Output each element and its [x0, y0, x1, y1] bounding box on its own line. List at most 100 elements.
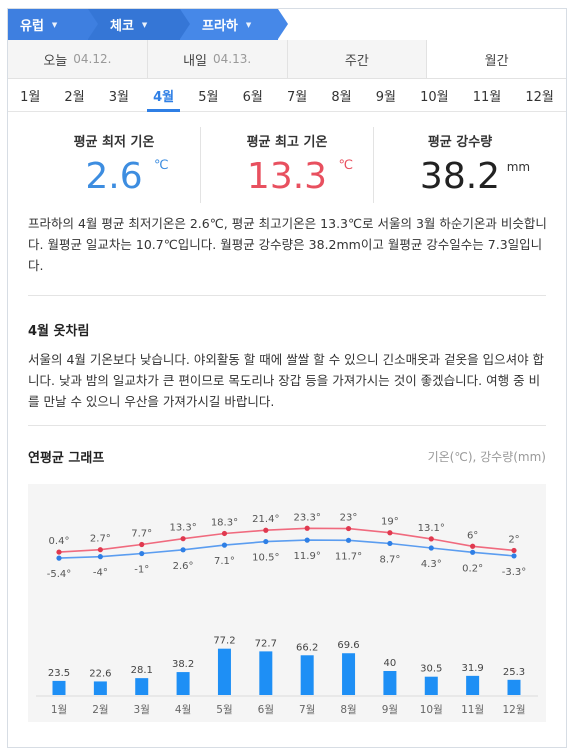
stat-rain-unit: mm: [506, 160, 531, 174]
max-temp-label: 23.3°: [294, 512, 321, 523]
min-temp-point: [56, 555, 62, 561]
rainfall-bar: [383, 671, 397, 695]
rainfall-label: 23.5: [48, 668, 70, 679]
max-temp-label: 7.7°: [131, 528, 152, 539]
rainfall-label: 22.6: [89, 668, 111, 679]
rainfall-bar: [424, 676, 438, 695]
annual-chart: 0.4° 2.7° 7.7° 13.3° 18.3° 21.4° 23.3° 23° 19° 13…: [28, 484, 546, 722]
tab-today[interactable]: 오늘 04.12.: [8, 40, 148, 78]
x-tick-label: 3월: [134, 704, 150, 716]
month-selector: 1월 2월 3월 4월 5월 6월 7월 8월 9월 10월 11월 12월: [8, 79, 566, 112]
x-tick-label: 5월: [216, 704, 232, 716]
month-tab[interactable]: 11월: [472, 89, 502, 105]
min-temp-point: [304, 537, 310, 543]
x-tick-label: 1월: [51, 704, 67, 716]
tab-monthly[interactable]: 월간: [427, 40, 566, 78]
weather-panel: 유럽 ▼ 체코 ▼ 프라하 ▼ 오늘 04.12. 내일 04.13. 주간 월…: [7, 8, 567, 748]
month-tab[interactable]: 5월: [198, 89, 219, 105]
min-temp-label: 0.2°: [462, 563, 483, 574]
month-tab[interactable]: 6월: [242, 89, 263, 105]
breadcrumb-country[interactable]: 체코 ▼: [88, 9, 190, 40]
divider: [28, 425, 546, 426]
max-temp-point: [428, 536, 434, 542]
max-temp-point: [304, 525, 310, 531]
min-temp-point: [511, 553, 517, 559]
min-temp-label: 11.7°: [335, 551, 362, 562]
month-tab[interactable]: 8월: [331, 89, 352, 105]
rainfall-bar: [507, 679, 521, 695]
stat-min-unit: ℃: [154, 158, 169, 173]
month-tab[interactable]: 2월: [64, 89, 85, 105]
min-temp-line: [58, 539, 515, 559]
graph-title: 연평균 그래프: [28, 451, 105, 466]
x-tick-label: 6월: [258, 704, 274, 716]
month-tab[interactable]: 7월: [287, 89, 308, 105]
x-tick-label: 10월: [420, 704, 443, 716]
rainfall-bar: [300, 655, 314, 695]
stat-min-number: 2.6: [85, 156, 143, 197]
breadcrumb-city[interactable]: 프라하 ▼: [180, 9, 288, 40]
max-temp-label: 21.4°: [252, 514, 279, 525]
caret-down-icon: ▼: [245, 20, 252, 29]
min-temp-point: [263, 538, 269, 545]
max-temp-line: [58, 527, 515, 553]
max-temp-label: 2.7°: [90, 534, 111, 545]
min-temp-point: [387, 540, 393, 547]
tab-tomorrow-label: 내일: [183, 53, 207, 69]
rainfall-label: 25.3: [503, 667, 525, 678]
min-temp-label: -4°: [93, 568, 108, 579]
monthly-summary: 프라하의 4월 평균 최저기온은 2.6℃, 평균 최고기온은 13.3℃로 서…: [28, 216, 547, 273]
rainfall-bar: [93, 681, 107, 695]
breadcrumb: 유럽 ▼ 체코 ▼ 프라하 ▼: [8, 9, 288, 40]
month-tab[interactable]: 9월: [375, 89, 396, 105]
month-tab[interactable]: 10월: [420, 89, 449, 105]
x-tick-label: 9월: [382, 704, 398, 716]
stat-rain-value: 38.2 mm: [420, 156, 530, 197]
max-temp-label: 2°: [508, 534, 519, 545]
tab-tomorrow-date: 04.13.: [213, 52, 252, 66]
max-temp-point: [345, 525, 352, 532]
month-tab[interactable]: 12월: [525, 89, 554, 105]
rainfall-bar: [217, 648, 231, 695]
max-temp-label: 13.3°: [169, 523, 196, 534]
stat-rainfall: 평균 강수량 38.2 mm: [374, 127, 546, 203]
x-tick-label: 2월: [92, 704, 108, 716]
month-tab[interactable]: 1월: [20, 89, 41, 105]
annual-chart-svg: 0.4° 2.7° 7.7° 13.3° 18.3° 21.4° 23.3° 23° 19° 13…: [36, 512, 538, 716]
rainfall-label: 77.2: [213, 636, 235, 647]
max-temp-label: 23°: [340, 513, 358, 524]
tab-today-label: 오늘: [43, 53, 68, 69]
breadcrumb-continent[interactable]: 유럽 ▼: [8, 9, 98, 40]
min-temp-point: [470, 549, 476, 555]
rainfall-label: 30.5: [420, 664, 442, 675]
rainfall-bar: [466, 675, 480, 695]
stat-max-value: 13.3 ℃: [247, 156, 353, 197]
min-temp-point: [221, 542, 228, 548]
max-temp-label: 19°: [381, 517, 399, 528]
min-temp-point: [180, 547, 186, 553]
clothing-text: 서울의 4월 기온보다 낮습니다. 야외활동 할 때에 쌀쌀 할 수 있으니 긴…: [28, 352, 545, 409]
stat-min-value: 2.6 ℃: [85, 156, 168, 197]
month-tab[interactable]: 3월: [108, 89, 130, 105]
min-temp-point: [428, 545, 434, 551]
x-tick-label: 11월: [461, 704, 484, 716]
tab-weekly[interactable]: 주간: [287, 40, 428, 78]
x-tick-label: 8월: [340, 704, 356, 716]
breadcrumb-country-label: 체코: [110, 19, 134, 34]
max-temp-label: 18.3°: [211, 517, 238, 528]
rainfall-label: 28.1: [131, 665, 153, 676]
max-temp-label: 6°: [467, 530, 478, 541]
max-temp-point: [387, 530, 393, 536]
month-tab-active[interactable]: 4월: [145, 79, 182, 112]
rainfall-label: 40: [384, 658, 397, 669]
divider: [28, 295, 546, 296]
rainfall-label: 69.6: [337, 640, 359, 651]
rainfall-bar: [135, 678, 149, 695]
rainfall-bar: [52, 680, 66, 695]
rainfall-label: 66.2: [296, 642, 318, 653]
tab-weekly-label: 주간: [344, 53, 369, 69]
min-temp-label: -1°: [134, 565, 149, 576]
rainfall-label: 31.9: [462, 663, 484, 674]
tab-tomorrow[interactable]: 내일 04.13.: [147, 40, 288, 78]
rainfall-label: 38.2: [172, 659, 194, 670]
